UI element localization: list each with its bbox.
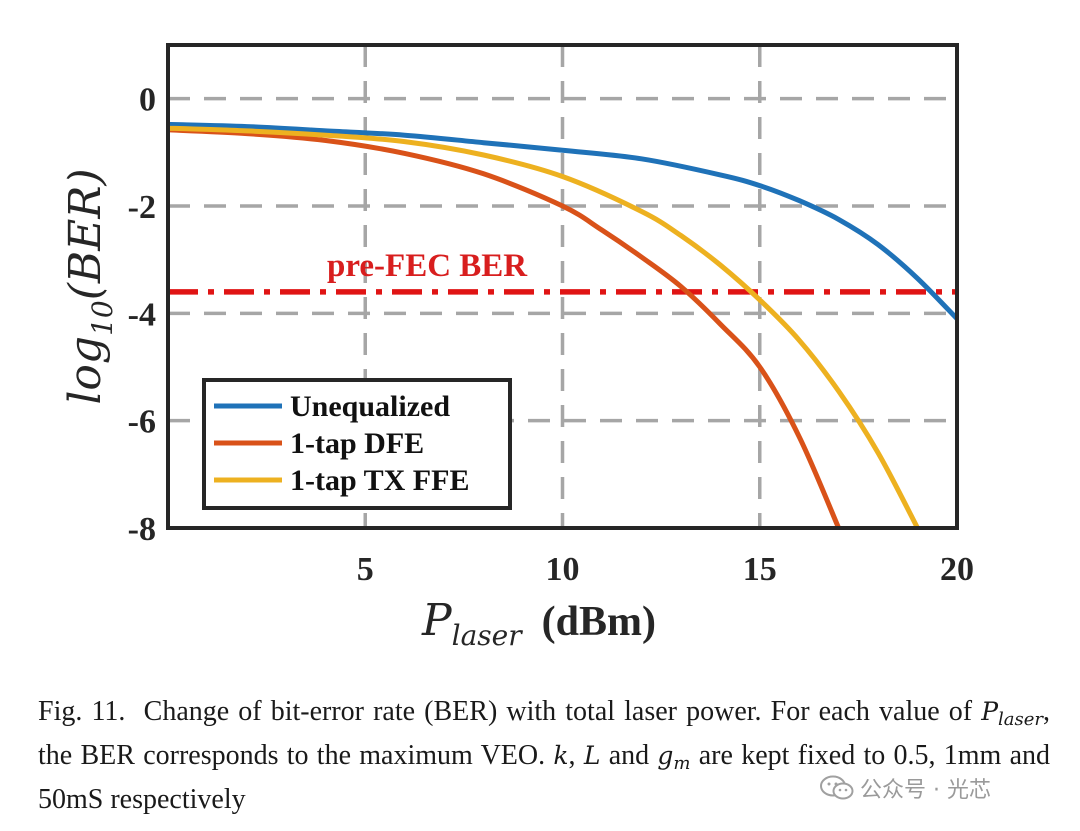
series-line-1-tap-tx-ffe [168,125,920,528]
threshold-label: pre-FEC BER [327,248,528,284]
y-tick-label: 0 [139,82,156,119]
x-tick-label: 20 [940,551,974,588]
caption-and: and [608,740,650,771]
series-lines [168,121,957,528]
chat-bubbles-icon [820,775,854,800]
legend-label: 1-tap DFE [290,427,424,460]
caption-line2-e: are kept [698,740,790,771]
figure-caption: Fig. 11. Change of bit-error rate (BER) … [38,694,1050,818]
series-line-unequalized [168,121,957,322]
caption-p-symbol: Plaser [981,697,1044,730]
x-tick-label: 15 [743,551,777,588]
y-tick-label: -2 [128,189,156,226]
series-line-1-tap-dfe [168,127,842,528]
caption-g-symbol: gm [657,741,691,774]
y-tick-label: -6 [128,404,156,441]
x-axis-label: Plaser (dBm) [421,595,656,652]
watermark: 公众号 · 光芯 [820,774,991,803]
y-axis-label: log10(BER) [60,168,119,404]
caption-line1: Change of bit-error rate (BER) with tota… [143,696,940,727]
caption-fig-label: Fig. 11. [38,696,126,727]
y-tick-label: -8 [128,511,156,548]
x-tick-label: 5 [357,551,374,588]
caption-comma: , [568,740,576,771]
watermark-text: 公众号 · 光芯 [860,778,991,803]
y-tick-label: -4 [128,296,156,333]
caption-line2-a: of [948,696,973,727]
tick-labels: 5 10 15 20 0 -2 -4 -6 -8 [128,82,974,588]
caption-k-symbol: k [553,741,569,770]
caption-l-symbol: L [583,741,601,770]
caption-line3: fixed to 0.5, 1mm and 50mS respectively [38,740,1051,815]
legend-label: Unequalized [290,390,450,423]
axes-frame [166,43,959,530]
x-tick-label: 10 [546,551,580,588]
caption-line2-b: , the BER corresponds to the maximum VEO… [38,696,1051,771]
legend-label: 1-tap TX FFE [290,464,469,497]
legend: Unequalized 1-tap DFE 1-tap TX FFE [202,378,512,510]
ber-chart: 5 10 15 20 0 -2 -4 -6 -8 pre-FEC BER Unequalized… [60,43,974,652]
